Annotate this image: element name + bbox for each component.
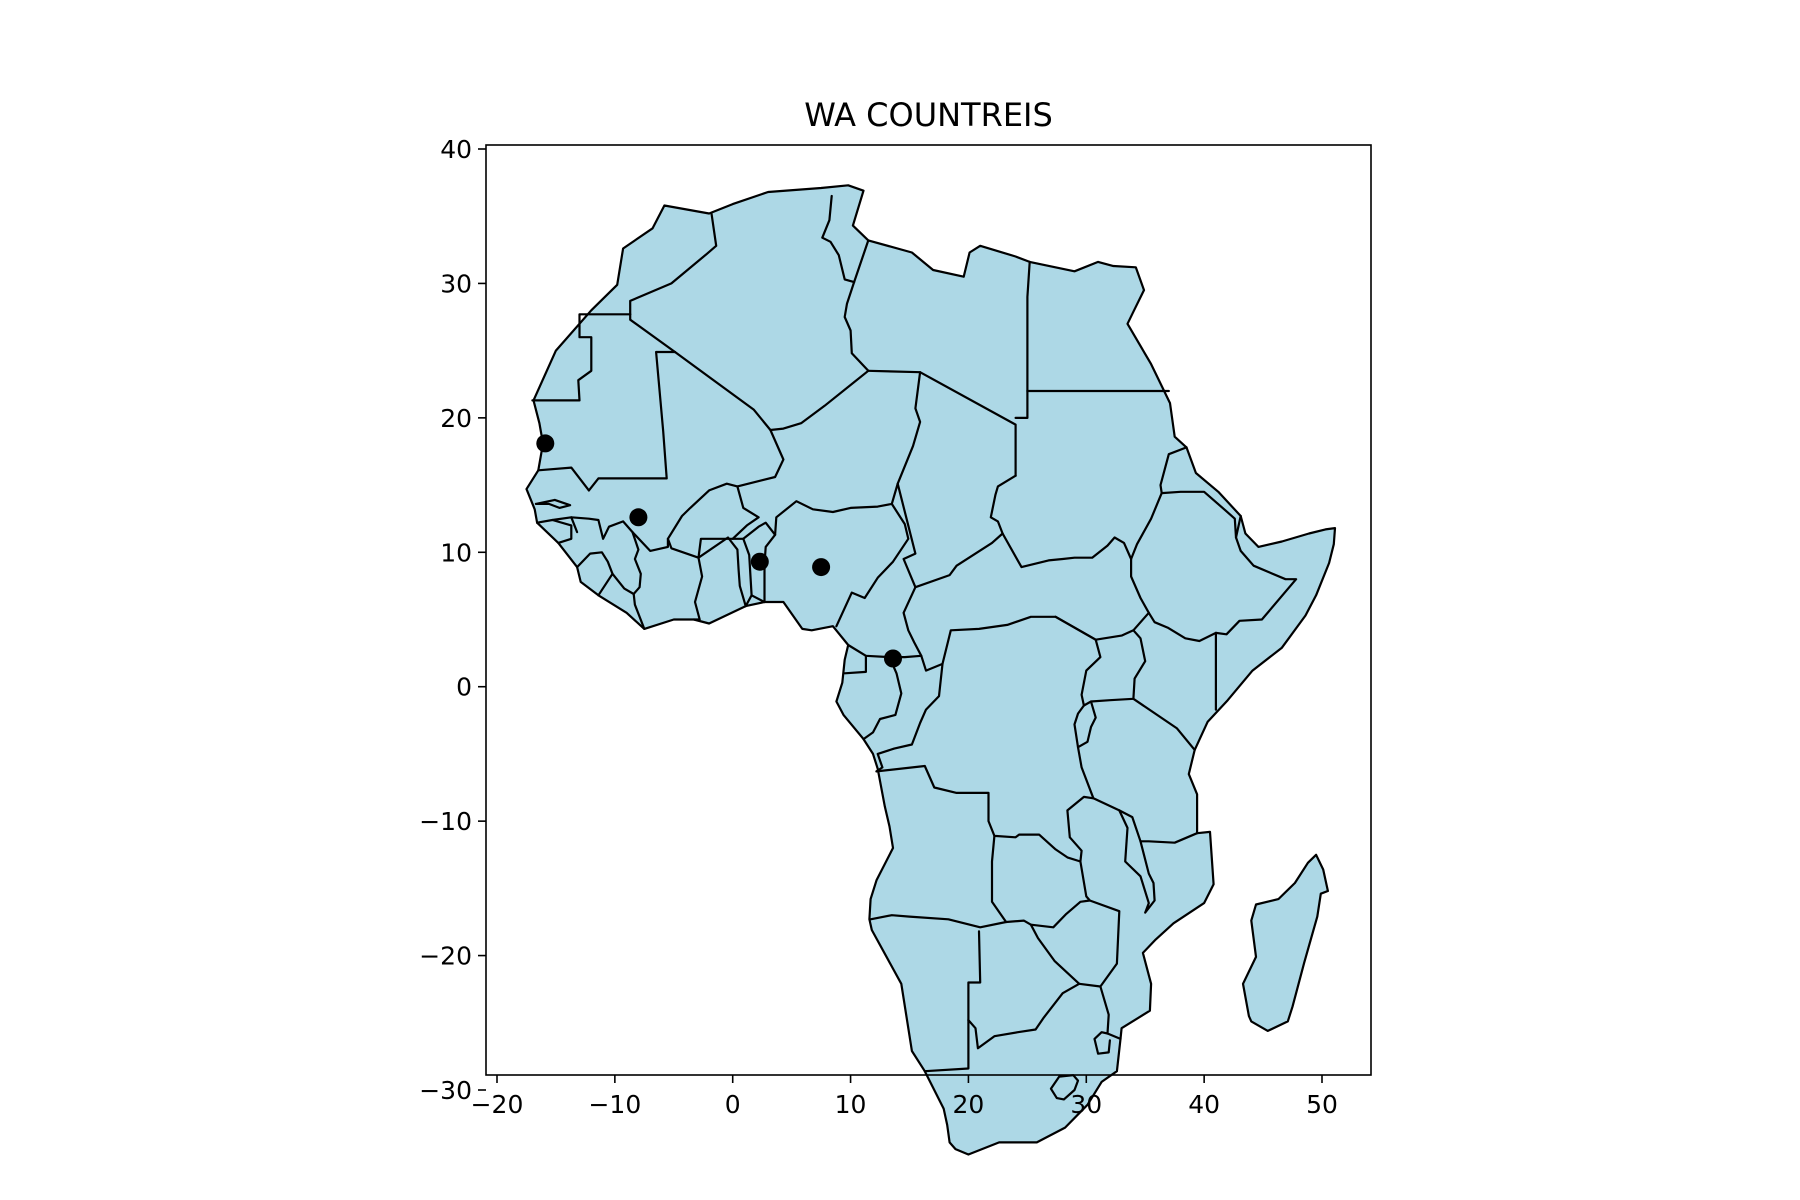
country-border-47 [697,536,747,608]
x-tick-label: 30 [1070,1090,1102,1119]
y-tick-label: 20 [440,404,472,433]
country-border-31 [869,914,1032,929]
country-border-28 [1073,704,1199,844]
country-border-22 [1054,557,1150,641]
country-border-33 [1079,860,1122,1040]
country-border-42 [570,516,646,630]
country-border-8 [1026,260,1031,393]
y-tick-label: 30 [440,269,472,298]
x-tick-label: −10 [588,1090,641,1119]
lesotho-landmass [1049,1074,1080,1101]
y-tick-label: 10 [440,538,472,567]
country-border-32 [990,834,1008,924]
y-tick-label: −30 [419,1076,472,1105]
country-border-44 [611,572,635,596]
country-border-46 [692,556,704,621]
country-border-2 [531,313,632,402]
x-tick-label: 50 [1306,1090,1338,1119]
country-border-13 [763,371,922,604]
y-tick-label: 40 [440,135,472,164]
x-tick-label: 20 [953,1090,985,1119]
country-border-14 [835,502,910,628]
country-border-37 [967,982,1081,1050]
country-border-18 [843,654,867,675]
africa-map [525,184,1337,1156]
country-border-20 [875,662,944,773]
x-axis: −20 −10 0 10 20 30 40 50 [471,1075,1338,1119]
country-border-39 [534,498,572,509]
y-tick-label: −20 [419,942,472,971]
country-border-11 [1014,389,1029,419]
country-border-5 [537,466,590,492]
madagascar-landmass [1241,853,1329,1032]
country-border-34 [1118,809,1156,914]
y-axis: 40 30 20 10 0 −10 −20 −30 [419,135,486,1105]
country-border-27 [1132,697,1196,751]
marker-point-5 [884,649,902,668]
x-tick-label: 10 [835,1090,867,1119]
marker-point-3 [750,552,769,571]
country-border-3 [629,313,677,354]
country-border-49 [742,521,777,540]
x-tick-label: 40 [1188,1090,1220,1119]
country-border-21 [1001,446,1188,569]
country-border-45 [631,531,669,552]
country-border-35 [1029,899,1102,988]
country-border-19 [862,656,903,741]
country-border-41 [551,518,573,544]
country-border-36 [923,930,982,1073]
marker-point-2 [629,508,648,527]
chart-title: WA COUNTREIS [804,96,1053,134]
country-border-50 [750,594,766,604]
country-border-10 [867,369,1017,477]
country-border-6 [673,194,870,432]
country-border-23 [1147,514,1298,643]
country-border-1 [629,212,718,316]
country-border-7 [853,239,870,284]
country-border-43 [576,551,614,597]
marker-point-4 [812,558,831,577]
country-border-15 [896,474,1017,589]
marker-layer [536,434,902,668]
y-tick-label: −10 [419,807,472,836]
country-border-24 [1160,490,1238,539]
country-border-26 [1080,629,1147,707]
country-border-48 [731,537,753,608]
country-border-4 [587,350,677,492]
x-tick-label: 0 [725,1090,741,1119]
africa-landmass [525,184,1337,1156]
axes-frame [485,144,1372,1076]
country-border-16 [902,586,1097,672]
y-tick-label: 0 [456,673,472,702]
marker-point-1 [536,434,555,453]
country-border-40 [536,516,579,534]
x-tick-label: −20 [471,1090,524,1119]
country-border-38 [1093,1031,1111,1055]
country-border-30 [875,764,1095,863]
country-border-29 [1076,700,1097,749]
